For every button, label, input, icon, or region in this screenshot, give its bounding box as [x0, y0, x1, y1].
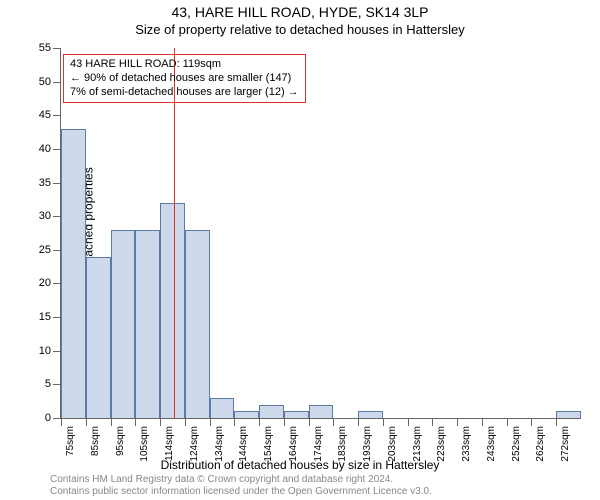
x-tick: [556, 418, 557, 426]
x-tick: [482, 418, 483, 426]
x-tick-label: 243sqm: [486, 426, 497, 462]
y-tick: [53, 418, 61, 419]
y-tick-label: 30: [39, 210, 51, 222]
footer-line2: Contains public sector information licen…: [50, 486, 432, 498]
histogram-bar: [259, 405, 284, 418]
annotation-line: 43 HARE HILL ROAD: 119sqm: [70, 58, 299, 72]
histogram-bar: [135, 230, 160, 418]
footer-attribution: Contains HM Land Registry data © Crown c…: [50, 474, 432, 498]
annotation-box: 43 HARE HILL ROAD: 119sqm← 90% of detach…: [63, 54, 306, 103]
x-tick: [333, 418, 334, 426]
x-tick: [309, 418, 310, 426]
x-tick: [457, 418, 458, 426]
plot-area: 051015202530354045505575sqm85sqm95sqm105…: [60, 48, 581, 419]
histogram-bar: [86, 257, 111, 418]
histogram-bar: [309, 405, 334, 418]
x-tick: [259, 418, 260, 426]
x-tick-label: 95sqm: [115, 426, 126, 456]
y-tick-label: 55: [39, 42, 51, 54]
x-tick-label: 183sqm: [337, 426, 348, 462]
x-tick-label: 174sqm: [313, 426, 324, 462]
annotation-line: 7% of semi-detached houses are larger (1…: [70, 86, 299, 100]
x-tick: [531, 418, 532, 426]
x-tick-label: 213sqm: [412, 426, 423, 462]
x-tick-label: 164sqm: [288, 426, 299, 462]
x-tick-label: 85sqm: [90, 426, 101, 456]
histogram-bar: [556, 411, 581, 418]
y-tick: [53, 149, 61, 150]
y-tick-label: 25: [39, 244, 51, 256]
y-tick-label: 35: [39, 177, 51, 189]
histogram-bar: [358, 411, 383, 418]
x-tick: [234, 418, 235, 426]
y-tick: [53, 82, 61, 83]
y-tick-label: 45: [39, 109, 51, 121]
y-tick: [53, 216, 61, 217]
y-tick: [53, 115, 61, 116]
annotation-line: ← 90% of detached houses are smaller (14…: [70, 72, 299, 86]
x-tick-label: 233sqm: [461, 426, 472, 462]
histogram-bar: [160, 203, 185, 418]
x-tick-label: 124sqm: [189, 426, 200, 462]
x-tick-label: 144sqm: [238, 426, 249, 462]
histogram-bar: [210, 398, 235, 418]
y-tick: [53, 317, 61, 318]
x-tick: [185, 418, 186, 426]
x-tick: [86, 418, 87, 426]
x-tick: [61, 418, 62, 426]
x-tick-label: 75sqm: [65, 426, 76, 456]
x-tick: [507, 418, 508, 426]
property-marker-line: [174, 48, 175, 418]
x-tick-label: 114sqm: [164, 426, 175, 461]
y-tick-label: 5: [45, 378, 51, 390]
y-tick: [53, 351, 61, 352]
y-tick: [53, 250, 61, 251]
x-tick-label: 154sqm: [263, 426, 274, 462]
y-tick: [53, 183, 61, 184]
y-tick: [53, 384, 61, 385]
histogram-bar: [61, 129, 86, 418]
x-tick: [135, 418, 136, 426]
y-tick-label: 10: [39, 345, 51, 357]
x-tick-label: 252sqm: [511, 426, 522, 462]
chart-title-line1: 43, HARE HILL ROAD, HYDE, SK14 3LP: [0, 4, 600, 20]
x-axis-label: Distribution of detached houses by size …: [0, 458, 600, 472]
histogram-bar: [284, 411, 309, 418]
histogram-bar: [185, 230, 210, 418]
y-tick-label: 40: [39, 143, 51, 155]
x-tick: [210, 418, 211, 426]
x-tick: [111, 418, 112, 426]
y-tick-label: 15: [39, 311, 51, 323]
x-tick-label: 262sqm: [535, 426, 546, 462]
x-tick: [358, 418, 359, 426]
x-tick: [383, 418, 384, 426]
x-tick: [160, 418, 161, 426]
y-tick: [53, 48, 61, 49]
footer-line1: Contains HM Land Registry data © Crown c…: [50, 474, 432, 486]
x-tick: [284, 418, 285, 426]
histogram-bar: [111, 230, 136, 418]
x-tick-label: 223sqm: [436, 426, 447, 462]
chart-title-line2: Size of property relative to detached ho…: [0, 22, 600, 37]
histogram-bar: [234, 411, 259, 418]
y-tick-label: 0: [45, 412, 51, 424]
x-tick-label: 193sqm: [362, 426, 373, 462]
x-tick: [408, 418, 409, 426]
y-tick-label: 20: [39, 277, 51, 289]
x-tick-label: 272sqm: [560, 426, 571, 462]
y-tick-label: 50: [39, 76, 51, 88]
x-tick: [432, 418, 433, 426]
x-tick-label: 203sqm: [387, 426, 398, 462]
x-tick-label: 134sqm: [214, 426, 225, 462]
x-tick-label: 105sqm: [139, 426, 150, 462]
y-tick: [53, 283, 61, 284]
